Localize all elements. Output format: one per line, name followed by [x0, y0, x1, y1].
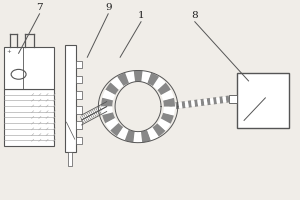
Bar	[229, 95, 237, 103]
Bar	[65, 45, 76, 152]
Bar	[4, 89, 54, 146]
Text: 7: 7	[36, 3, 43, 12]
Text: +: +	[6, 49, 11, 54]
Text: 1: 1	[138, 11, 144, 20]
Bar	[76, 137, 82, 144]
Bar	[76, 91, 82, 99]
Bar	[237, 73, 289, 128]
Text: 8: 8	[191, 11, 198, 20]
Text: 9: 9	[105, 3, 112, 12]
Bar	[68, 152, 72, 166]
Bar	[76, 121, 82, 129]
Bar	[4, 47, 54, 89]
Bar	[76, 61, 82, 68]
Bar	[76, 76, 82, 83]
Bar	[76, 106, 82, 114]
